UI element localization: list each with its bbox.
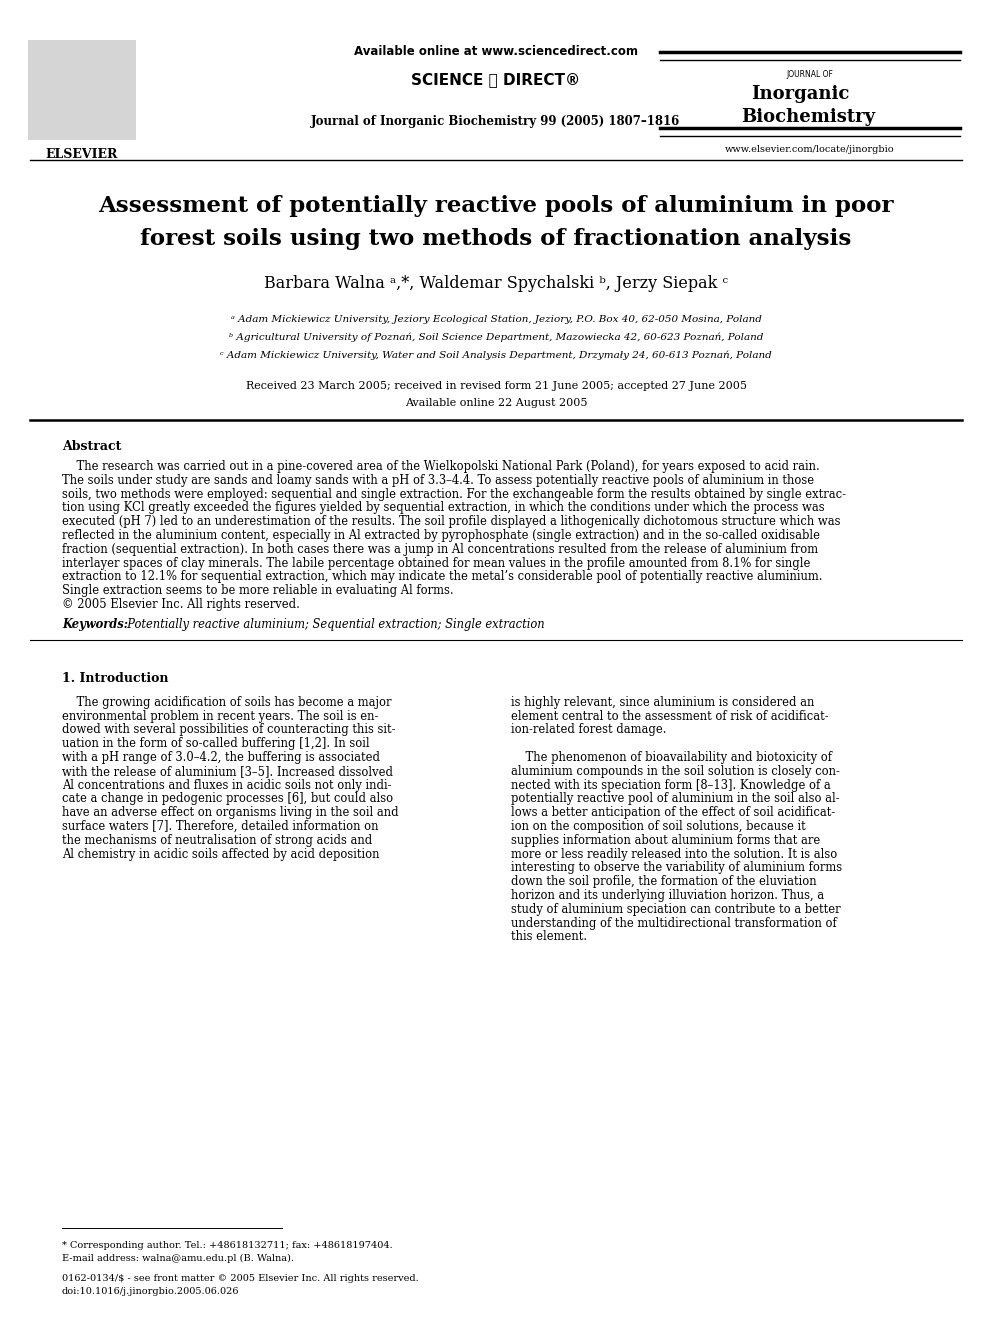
Text: The soils under study are sands and loamy sands with a pH of 3.3–4.4. To assess : The soils under study are sands and loam… bbox=[62, 474, 814, 487]
Text: * Corresponding author. Tel.: +48618132711; fax: +48618197404.: * Corresponding author. Tel.: +486181327… bbox=[62, 1241, 393, 1250]
Text: soils, two methods were employed: sequential and single extraction. For the exch: soils, two methods were employed: sequen… bbox=[62, 488, 846, 500]
Text: Single extraction seems to be more reliable in evaluating Al forms.: Single extraction seems to be more relia… bbox=[62, 585, 453, 597]
Text: Assessment of potentially reactive pools of aluminium in poor: Assessment of potentially reactive pools… bbox=[98, 194, 894, 217]
Text: www.elsevier.com/locate/jinorgbio: www.elsevier.com/locate/jinorgbio bbox=[725, 146, 895, 153]
Text: E-mail address: walna@amu.edu.pl (B. Walna).: E-mail address: walna@amu.edu.pl (B. Wal… bbox=[62, 1254, 294, 1263]
Text: Al concentrations and fluxes in acidic soils not only indi-: Al concentrations and fluxes in acidic s… bbox=[62, 779, 392, 791]
Text: 1. Introduction: 1. Introduction bbox=[62, 672, 169, 685]
Text: have an adverse effect on organisms living in the soil and: have an adverse effect on organisms livi… bbox=[62, 806, 399, 819]
Text: study of aluminium speciation can contribute to a better: study of aluminium speciation can contri… bbox=[511, 902, 840, 916]
Text: doi:10.1016/j.jinorgbio.2005.06.026: doi:10.1016/j.jinorgbio.2005.06.026 bbox=[62, 1287, 239, 1297]
Text: potentially reactive pool of aluminium in the soil also al-: potentially reactive pool of aluminium i… bbox=[511, 792, 839, 806]
Text: element central to the assessment of risk of acidificat-: element central to the assessment of ris… bbox=[511, 709, 828, 722]
Text: Biochemistry: Biochemistry bbox=[741, 108, 875, 126]
Text: ion on the composition of soil solutions, because it: ion on the composition of soil solutions… bbox=[511, 820, 806, 833]
Text: Potentially reactive aluminium; Sequential extraction; Single extraction: Potentially reactive aluminium; Sequenti… bbox=[120, 618, 545, 631]
Text: lows a better anticipation of the effect of soil acidificat-: lows a better anticipation of the effect… bbox=[511, 806, 835, 819]
Text: extraction to 12.1% for sequential extraction, which may indicate the metal’s co: extraction to 12.1% for sequential extra… bbox=[62, 570, 822, 583]
Text: ELSEVIER: ELSEVIER bbox=[46, 148, 118, 161]
Text: environmental problem in recent years. The soil is en-: environmental problem in recent years. T… bbox=[62, 709, 378, 722]
Text: forest soils using two methods of fractionation analysis: forest soils using two methods of fracti… bbox=[140, 228, 852, 250]
Text: The research was carried out in a pine-covered area of the Wielkopolski National: The research was carried out in a pine-c… bbox=[62, 460, 819, 474]
Text: Received 23 March 2005; received in revised form 21 June 2005; accepted 27 June : Received 23 March 2005; received in revi… bbox=[245, 381, 747, 392]
Text: Available online 22 August 2005: Available online 22 August 2005 bbox=[405, 398, 587, 407]
Text: Journal of Inorganic Biochemistry 99 (2005) 1807–1816: Journal of Inorganic Biochemistry 99 (20… bbox=[311, 115, 681, 128]
Text: down the soil profile, the formation of the eluviation: down the soil profile, the formation of … bbox=[511, 876, 816, 888]
Bar bbox=[28, 40, 136, 140]
Text: aluminium compounds in the soil solution is closely con-: aluminium compounds in the soil solution… bbox=[511, 765, 840, 778]
Text: dowed with several possibilities of counteracting this sit-: dowed with several possibilities of coun… bbox=[62, 724, 396, 737]
Text: © 2005 Elsevier Inc. All rights reserved.: © 2005 Elsevier Inc. All rights reserved… bbox=[62, 598, 300, 611]
Text: Barbara Walna ᵃ,*, Waldemar Spychalski ᵇ, Jerzy Siepak ᶜ: Barbara Walna ᵃ,*, Waldemar Spychalski ᵇ… bbox=[264, 275, 728, 292]
Text: surface waters [7]. Therefore, detailed information on: surface waters [7]. Therefore, detailed … bbox=[62, 820, 379, 833]
Text: understanding of the multidirectional transformation of: understanding of the multidirectional tr… bbox=[511, 917, 836, 930]
Text: cate a change in pedogenic processes [6], but could also: cate a change in pedogenic processes [6]… bbox=[62, 792, 393, 806]
Text: tion using KCl greatly exceeded the figures yielded by sequential extraction, in: tion using KCl greatly exceeded the figu… bbox=[62, 501, 824, 515]
Text: ᵃ Adam Mickiewicz University, Jeziory Ecological Station, Jeziory, P.O. Box 40, : ᵃ Adam Mickiewicz University, Jeziory Ec… bbox=[230, 315, 762, 324]
Text: the mechanisms of neutralisation of strong acids and: the mechanisms of neutralisation of stro… bbox=[62, 833, 372, 847]
Text: ᵇ Agricultural University of Poznań, Soil Science Department, Mazowiecka 42, 60-: ᵇ Agricultural University of Poznań, Soi… bbox=[229, 333, 763, 343]
Text: uation in the form of so-called buffering [1,2]. In soil: uation in the form of so-called bufferin… bbox=[62, 737, 370, 750]
Text: interesting to observe the variability of aluminium forms: interesting to observe the variability o… bbox=[511, 861, 842, 875]
Text: Keywords:: Keywords: bbox=[62, 618, 128, 631]
Text: The growing acidification of soils has become a major: The growing acidification of soils has b… bbox=[62, 696, 392, 709]
Text: nected with its speciation form [8–13]. Knowledge of a: nected with its speciation form [8–13]. … bbox=[511, 779, 830, 791]
Text: horizon and its underlying illuviation horizon. Thus, a: horizon and its underlying illuviation h… bbox=[511, 889, 824, 902]
Text: reflected in the aluminium content, especially in Al extracted by pyrophosphate : reflected in the aluminium content, espe… bbox=[62, 529, 820, 542]
Text: is highly relevant, since aluminium is considered an: is highly relevant, since aluminium is c… bbox=[511, 696, 814, 709]
Text: fraction (sequential extraction). In both cases there was a jump in Al concentra: fraction (sequential extraction). In bot… bbox=[62, 542, 818, 556]
Text: supplies information about aluminium forms that are: supplies information about aluminium for… bbox=[511, 833, 820, 847]
Text: interlayer spaces of clay minerals. The labile percentage obtained for mean valu: interlayer spaces of clay minerals. The … bbox=[62, 557, 810, 570]
Text: more or less readily released into the solution. It is also: more or less readily released into the s… bbox=[511, 848, 837, 860]
Text: ᶜ Adam Mickiewicz University, Water and Soil Analysis Department, Drzymały 24, 6: ᶜ Adam Mickiewicz University, Water and … bbox=[220, 351, 772, 360]
Text: 0162-0134/$ - see front matter © 2005 Elsevier Inc. All rights reserved.: 0162-0134/$ - see front matter © 2005 El… bbox=[62, 1274, 419, 1283]
Text: with a pH range of 3.0–4.2, the buffering is associated: with a pH range of 3.0–4.2, the bufferin… bbox=[62, 751, 380, 763]
Text: Inorganic: Inorganic bbox=[751, 85, 849, 103]
Text: SCIENCE ⓐ DIRECT®: SCIENCE ⓐ DIRECT® bbox=[412, 71, 580, 87]
Text: Al chemistry in acidic soils affected by acid deposition: Al chemistry in acidic soils affected by… bbox=[62, 848, 380, 860]
Text: this element.: this element. bbox=[511, 930, 587, 943]
Text: executed (pH 7) led to an underestimation of the results. The soil profile displ: executed (pH 7) led to an underestimatio… bbox=[62, 515, 840, 528]
Text: Available online at www.sciencedirect.com: Available online at www.sciencedirect.co… bbox=[354, 45, 638, 58]
Text: with the release of aluminium [3–5]. Increased dissolved: with the release of aluminium [3–5]. Inc… bbox=[62, 765, 393, 778]
Text: The phenomenon of bioavailability and biotoxicity of: The phenomenon of bioavailability and bi… bbox=[511, 751, 832, 763]
Text: Abstract: Abstract bbox=[62, 441, 121, 452]
Text: JOURNAL OF: JOURNAL OF bbox=[787, 70, 833, 79]
Text: ion-related forest damage.: ion-related forest damage. bbox=[511, 724, 667, 737]
